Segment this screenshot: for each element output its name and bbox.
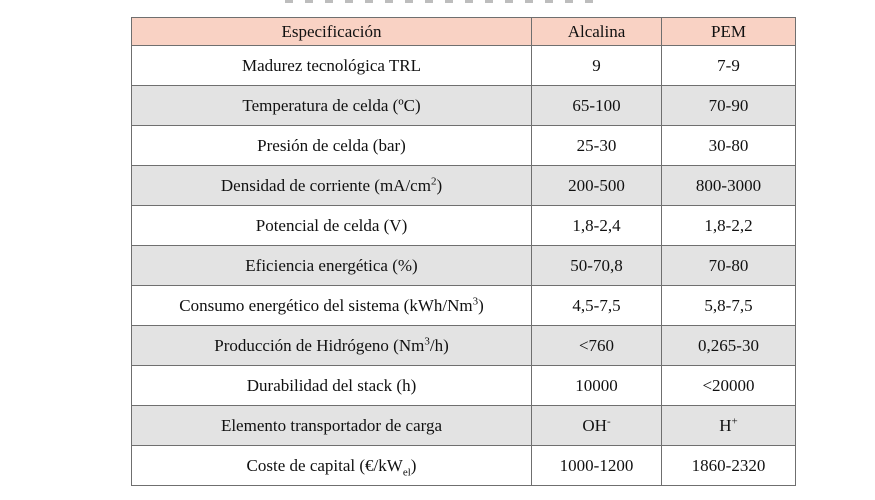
row-label: Coste de capital (€/kWel) [131,445,532,486]
alcalina-value: 1,8-2,4 [531,205,662,246]
alcalina-value: 10000 [531,365,662,406]
row-label: Potencial de celda (V) [131,205,532,246]
table-row-temperatura: Temperatura de celda (ºC) 65-100 70-90 [131,85,796,126]
row-label-superscript: 2 [430,174,437,187]
pem-value: 7-9 [661,45,796,86]
row-label-text: Densidad de corriente (mA/cm [220,175,431,195]
pem-value: 800-3000 [661,165,796,206]
row-label-superscript: 3 [424,334,430,347]
pem-value-superscript: + [731,414,738,427]
specification-table: Especificación Alcalina PEM Madurez tecn… [131,17,796,486]
pem-value: 30-80 [661,125,796,166]
table-row-coste: Coste de capital (€/kWel) 1000-1200 1860… [131,445,796,486]
pem-value: 1,8-2,2 [661,205,796,246]
row-label-subscript: el [402,465,411,478]
table-row-transportador: Elemento transportador de carga OH- H+ [131,405,796,446]
row-label-text: Coste de capital (€/kW [246,455,403,475]
alcalina-value: 9 [531,45,662,86]
row-label: Presión de celda (bar) [131,125,532,166]
alcalina-value: 25-30 [531,125,662,166]
row-label: Consumo energético del sistema (kWh/Nm3) [131,285,532,326]
table-row-potencial: Potencial de celda (V) 1,8-2,4 1,8-2,2 [131,205,796,246]
row-label: Producción de Hidrógeno (Nm3/h) [131,325,532,366]
alcalina-value: OH- [531,405,662,446]
table-row-trl: Madurez tecnológica TRL 9 7-9 [131,45,796,86]
pem-value: <20000 [661,365,796,406]
pem-value: 1860-2320 [661,445,796,486]
row-label: Elemento transportador de carga [131,405,532,446]
header-pem: PEM [661,17,796,46]
row-label-superscript: 3 [472,294,479,307]
alcalina-value-superscript: - [606,414,611,427]
row-label: Temperatura de celda (ºC) [131,85,532,126]
table-row-produccion: Producción de Hidrógeno (Nm3/h) <760 0,2… [131,325,796,366]
table-row-durabilidad: Durabilidad del stack (h) 10000 <20000 [131,365,796,406]
row-label-text: Producción de Hidrógeno (Nm [214,335,425,355]
row-label: Madurez tecnológica TRL [131,45,532,86]
alcalina-value: <760 [531,325,662,366]
pem-value: 70-80 [661,245,796,286]
alcalina-value-text: OH [582,415,607,435]
row-label: Durabilidad del stack (h) [131,365,532,406]
header-alcalina: Alcalina [531,17,662,46]
table-row-densidad: Densidad de corriente (mA/cm2) 200-500 8… [131,165,796,206]
pem-value: 0,265-30 [661,325,796,366]
pem-value: 70-90 [661,85,796,126]
alcalina-value: 4,5-7,5 [531,285,662,326]
row-label-end: ) [478,295,484,315]
table-row-eficiencia: Eficiencia energética (%) 50-70,8 70-80 [131,245,796,286]
pem-value: H+ [661,405,796,446]
pem-value: 5,8-7,5 [661,285,796,326]
row-label-text: Consumo energético del sistema (kWh/Nm [179,295,473,315]
table-row-consumo: Consumo energético del sistema (kWh/Nm3)… [131,285,796,326]
row-label-end: ) [410,455,417,475]
table-row-presion: Presión de celda (bar) 25-30 30-80 [131,125,796,166]
alcalina-value: 50-70,8 [531,245,662,286]
row-label-end: ) [436,175,443,195]
alcalina-value: 200-500 [531,165,662,206]
alcalina-value: 1000-1200 [531,445,662,486]
cropped-caption-fragment [285,0,605,3]
row-label: Eficiencia energética (%) [131,245,532,286]
row-label-end: /h) [429,335,449,355]
alcalina-value: 65-100 [531,85,662,126]
table-header-row: Especificación Alcalina PEM [131,17,796,46]
header-especificacion: Especificación [131,17,532,46]
row-label: Densidad de corriente (mA/cm2) [131,165,532,206]
pem-value-text: H [719,415,732,435]
